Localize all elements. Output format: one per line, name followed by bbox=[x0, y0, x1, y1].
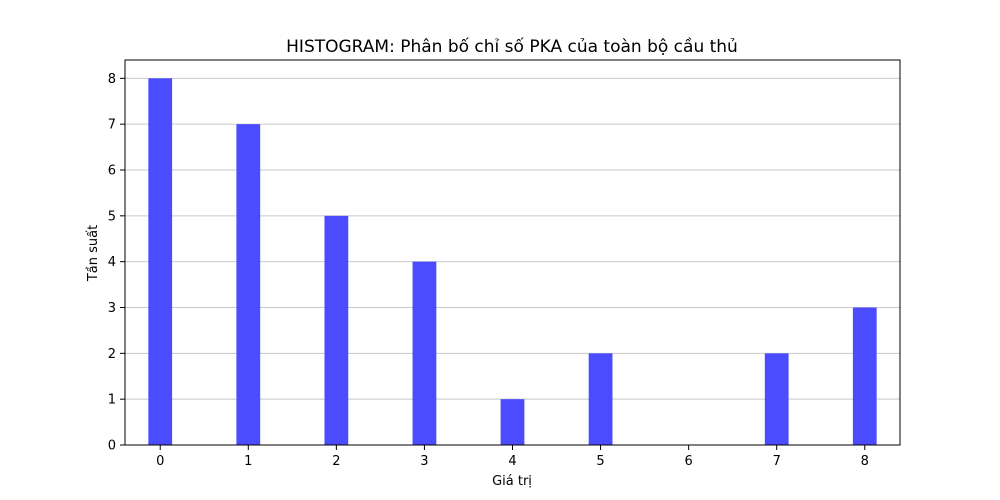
x-tick-label-7: 7 bbox=[773, 454, 781, 469]
histogram-bar-2 bbox=[324, 215, 349, 445]
y-tick-label-8: 8 bbox=[108, 72, 116, 87]
x-tick-label-8: 8 bbox=[861, 454, 869, 469]
y-tick-label-4: 4 bbox=[108, 255, 116, 270]
y-tick-label-6: 6 bbox=[108, 164, 116, 179]
y-axis-label: Tần suất bbox=[86, 225, 101, 282]
histogram-bar-8 bbox=[852, 307, 877, 445]
y-tick-label-0: 0 bbox=[108, 439, 116, 454]
histogram-bar-4 bbox=[500, 399, 525, 445]
y-tick-label-7: 7 bbox=[108, 118, 116, 133]
y-tick-label-5: 5 bbox=[108, 209, 116, 224]
x-tick-label-0: 0 bbox=[156, 454, 164, 469]
x-tick-label-1: 1 bbox=[244, 454, 252, 469]
bars bbox=[148, 78, 877, 446]
chart-title: HISTOGRAM: Phân bố chỉ số PKA của toàn b… bbox=[286, 36, 738, 57]
x-tick-label-6: 6 bbox=[684, 454, 692, 469]
histogram-bar-3 bbox=[412, 261, 437, 445]
histogram-bar-5 bbox=[588, 353, 613, 445]
x-axis-label: Giá trị bbox=[492, 474, 532, 489]
histogram-bar-1 bbox=[236, 124, 261, 446]
x-tick-label-3: 3 bbox=[420, 454, 428, 469]
y-tick-label-1: 1 bbox=[108, 393, 116, 408]
x-tick-label-4: 4 bbox=[508, 454, 516, 469]
ticks: 0 1 2 3 4 5 6 7 8 0 1 2 3 4 5 6 7 8 bbox=[108, 72, 869, 469]
x-tick-label-2: 2 bbox=[332, 454, 340, 469]
histogram-bar-7 bbox=[764, 353, 789, 445]
y-tick-label-3: 3 bbox=[108, 301, 116, 316]
histogram-bar-0 bbox=[148, 78, 173, 445]
x-tick-label-5: 5 bbox=[596, 454, 604, 469]
y-tick-label-2: 2 bbox=[108, 347, 116, 362]
